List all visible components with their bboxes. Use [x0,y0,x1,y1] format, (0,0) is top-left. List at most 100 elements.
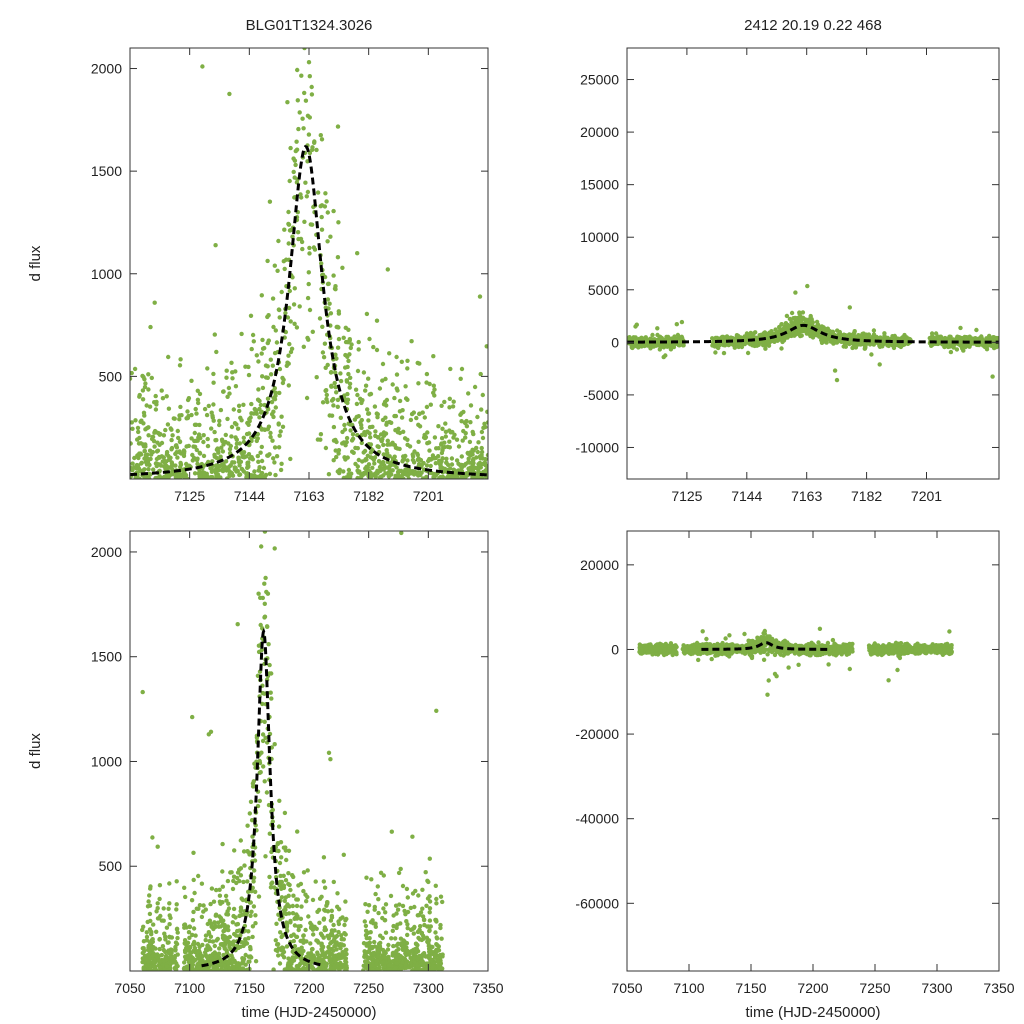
data-point [191,3,195,7]
data-point [408,905,413,911]
data-point [389,936,394,941]
data-point [372,939,377,945]
data-point [302,90,307,96]
model-curve [130,144,488,477]
x-tick-label: 7182 [353,488,384,504]
data-point [367,336,372,342]
data-point [939,337,944,342]
data-point [140,689,145,695]
data-point [336,451,341,456]
data-point [315,909,320,914]
data-point [208,729,214,734]
data-point [175,428,180,434]
data-point [197,451,203,456]
data-point [387,472,393,477]
data-point [484,344,488,349]
data-point [381,906,386,911]
data-point [322,204,328,209]
data-point [837,329,842,335]
data-point [236,455,241,460]
data-point [347,381,353,386]
y-tick-label: 5000 [588,282,619,298]
data-point [633,335,638,340]
data-point [301,126,306,131]
data-point [349,342,354,347]
data-point [394,372,400,377]
data-point [397,398,403,404]
data-point [372,904,377,910]
data-point [272,445,278,450]
data-point [871,328,877,333]
x-tick-label: 7125 [671,488,702,504]
data-point [177,439,183,445]
data-point [183,949,188,955]
y-axis-label: d flux [27,245,44,281]
data-point [476,440,481,445]
data-point [344,435,350,441]
data-point [152,300,157,305]
data-point [479,407,484,412]
data-point [336,919,341,924]
data-point [990,343,996,348]
data-point [292,321,297,326]
data-point [325,210,330,215]
data-point [784,313,790,319]
data-point [340,964,345,969]
data-point [346,327,351,332]
data-point [348,375,353,380]
data-point [869,352,874,357]
data-point [370,967,375,971]
data-point [459,454,464,459]
data-point [328,234,333,239]
data-point [374,962,379,967]
data-point [337,467,342,472]
data-point [190,932,195,938]
data-point [239,331,244,337]
data-point [789,319,794,325]
data-point [147,893,152,898]
data-point [192,444,198,449]
data-point [149,929,154,935]
data-point [387,466,392,471]
data-point [303,892,308,897]
data-point [405,437,410,442]
data-point [432,952,437,957]
data-point [291,156,296,161]
data-point [213,243,218,248]
data-point [269,849,274,855]
data-point [331,208,336,214]
data-point [227,464,232,469]
data-point [282,810,288,816]
data-point [444,456,449,461]
title-right: 2412 20.19 0.22 468 [744,17,882,34]
data-point [150,946,156,952]
y-tick-label: -10000 [575,439,619,455]
data-point [246,929,251,934]
data-point [434,901,439,906]
data-point [245,823,250,828]
data-point [156,953,162,959]
data-point [228,471,233,476]
data-point [435,958,440,964]
data-point [288,145,293,151]
data-point [384,420,390,425]
data-point [368,963,374,968]
data-point [784,327,789,332]
data-point [320,963,325,969]
data-point [425,878,430,883]
data-point [231,874,237,879]
data-point [304,899,309,904]
data-point [266,313,271,318]
data-point [292,944,298,949]
data-point [151,959,156,964]
data-point [442,466,447,471]
data-point [331,458,336,463]
data-point [326,750,332,755]
data-point [412,470,417,476]
data-point [278,429,283,434]
data-point [368,920,374,925]
data-point [292,923,298,928]
data-point [209,886,215,891]
data-point [431,383,436,388]
data-point [382,964,387,969]
